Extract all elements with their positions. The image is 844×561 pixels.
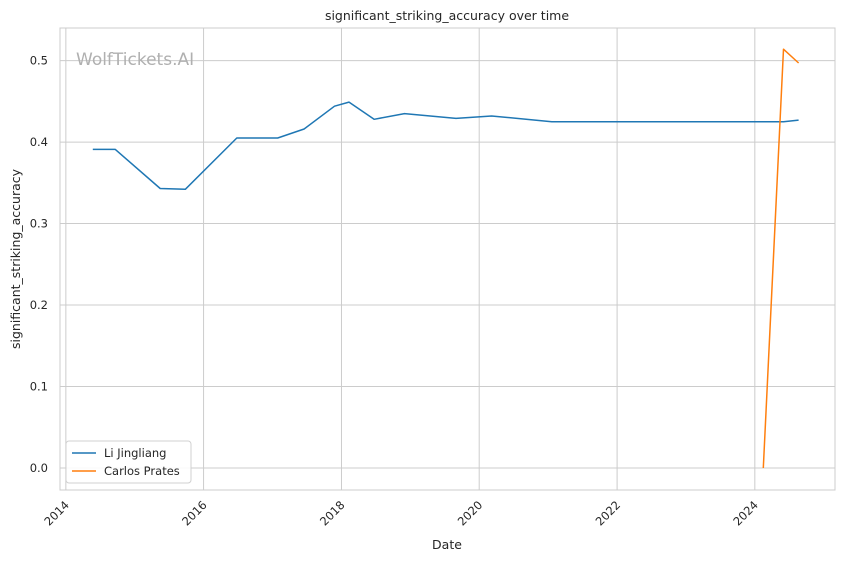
x-tick-labels: 2014 2016 2018 2020 2022 2024 <box>41 498 761 529</box>
chart-title: significant_striking_accuracy over time <box>325 8 569 23</box>
y-axis-label: significant_striking_accuracy <box>8 168 23 349</box>
x-tick-label: 2024 <box>730 498 761 529</box>
y-tick-label: 0.2 <box>30 298 48 312</box>
x-axis-label: Date <box>432 537 462 552</box>
y-tick-labels: 0.0 0.1 0.2 0.3 0.4 0.5 <box>30 54 48 475</box>
y-tick-label: 0.3 <box>30 217 48 231</box>
series-line-carlos-prates <box>762 48 800 469</box>
series-lines <box>92 48 800 469</box>
x-tick-label: 2020 <box>455 498 486 529</box>
legend-label: Li Jingliang <box>104 446 166 460</box>
legend: Li Jingliang Carlos Prates <box>65 440 192 484</box>
watermark: WolfTickets.AI <box>76 50 194 70</box>
x-tick-label: 2018 <box>317 498 348 529</box>
legend-box <box>65 440 192 484</box>
y-tick-label: 0.4 <box>30 135 48 149</box>
x-tick-label: 2016 <box>179 498 210 529</box>
y-tick-label: 0.0 <box>30 461 48 475</box>
y-tick-label: 0.1 <box>30 380 48 394</box>
grid <box>60 28 835 490</box>
x-tick-label: 2014 <box>41 498 72 529</box>
plot-frame <box>59 27 836 491</box>
series-line-li-jingliang <box>92 101 799 191</box>
legend-label: Carlos Prates <box>104 464 180 478</box>
x-tick-label: 2022 <box>593 498 624 529</box>
y-tick-label: 0.5 <box>30 54 48 68</box>
